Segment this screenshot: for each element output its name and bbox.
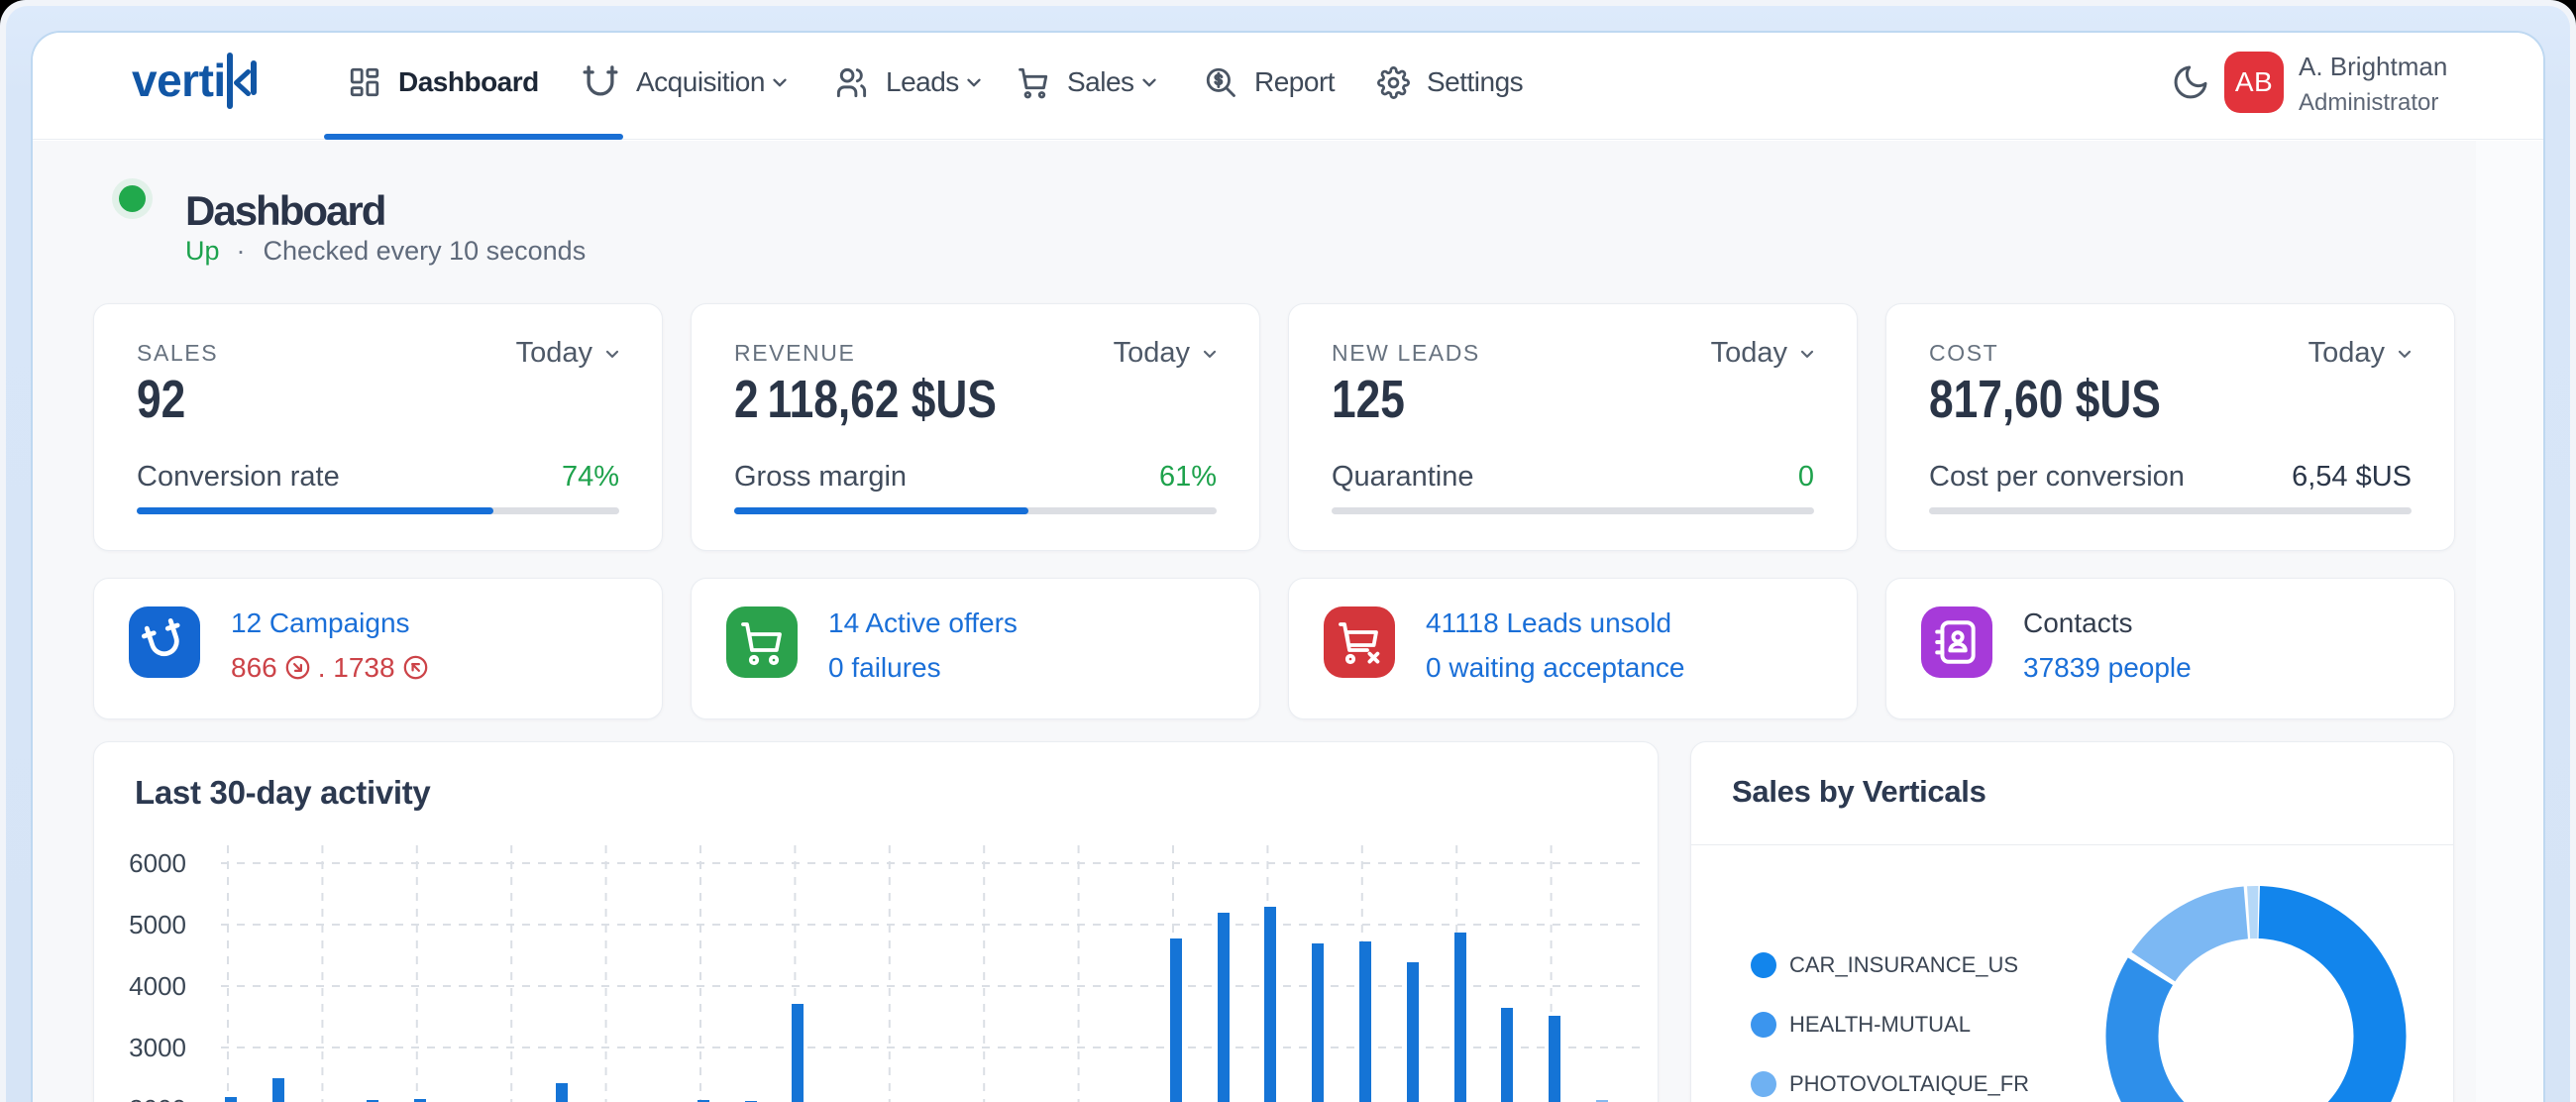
svg-text:3000: 3000 bbox=[129, 1033, 186, 1062]
svg-text:4000: 4000 bbox=[129, 971, 186, 1001]
svg-text:6000: 6000 bbox=[129, 848, 186, 878]
svg-text:2000: 2000 bbox=[129, 1094, 186, 1102]
svg-text:5000: 5000 bbox=[129, 910, 186, 939]
